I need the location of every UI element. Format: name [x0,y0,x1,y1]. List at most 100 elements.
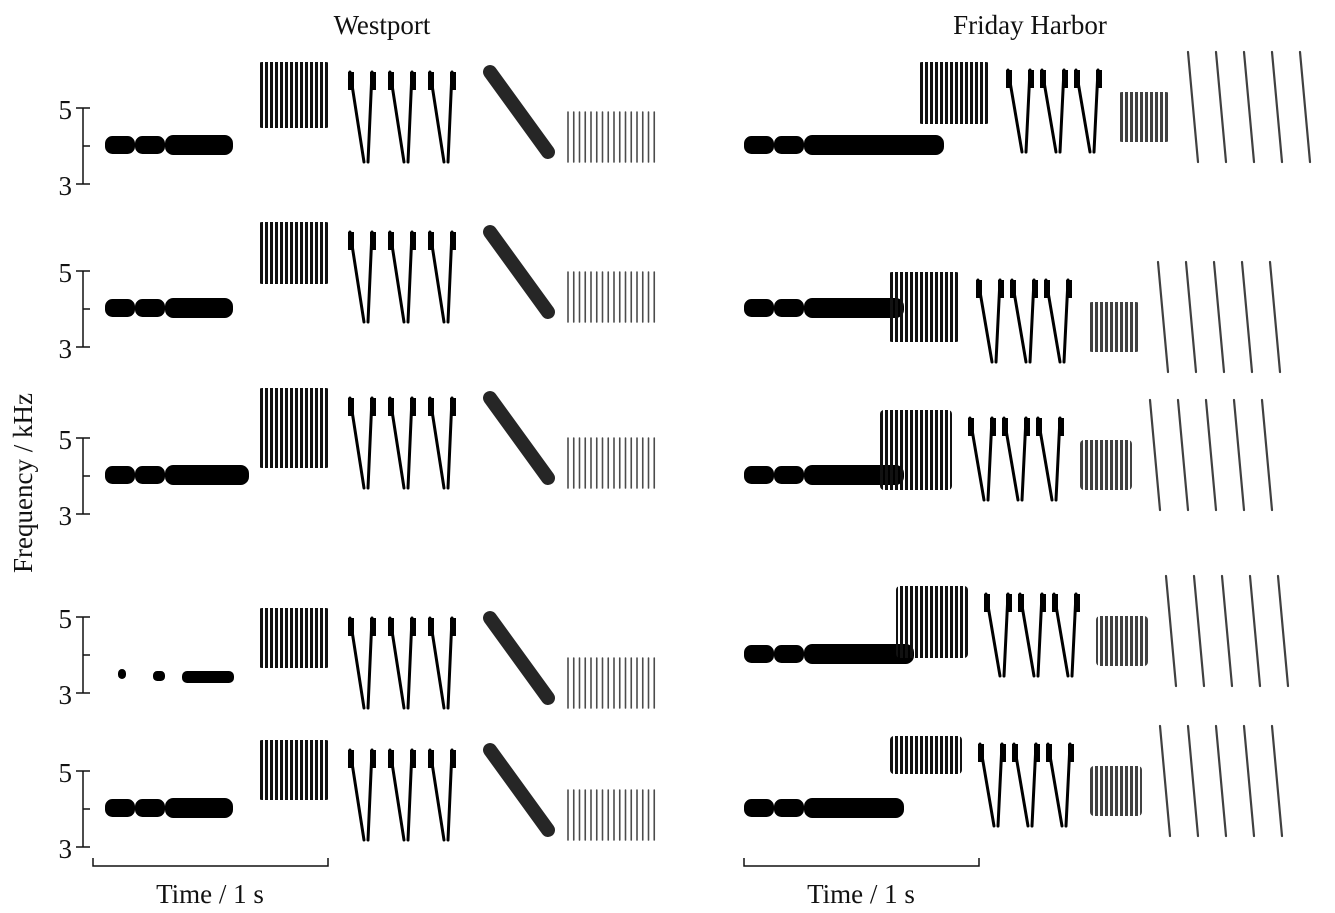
tonal-note [774,299,804,317]
westport-song-1 [105,62,656,164]
descending-buzz [483,225,555,319]
note-head [370,750,376,768]
tonal-note [165,465,249,485]
note-head [1006,594,1012,612]
tonal-note [804,644,914,664]
note-head [348,232,354,250]
tonal-note [135,799,165,817]
buzz-syllable [880,410,952,490]
tick-label-3: 3 [59,680,73,710]
tonal-note [118,669,126,679]
note-head [450,750,456,768]
note-head [410,618,416,636]
note-head [1066,280,1072,298]
buzz-syllable [1118,92,1170,142]
note-head [410,232,416,250]
friday-harbor-song-1 [744,50,1312,164]
note-head [1000,744,1006,762]
note-head [968,418,974,436]
descending-buzz [483,743,555,837]
buzz-syllable [258,608,330,668]
note-head [370,72,376,90]
axis-line [76,437,90,515]
tick-label-5: 5 [59,95,73,125]
note-head [450,72,456,90]
frequency-axis-row-3: 53 [59,425,90,531]
tonal-note [165,135,233,155]
westport-song-3 [105,388,656,490]
tonal-note [744,645,774,663]
westport-song-5 [105,740,656,842]
note-head [410,750,416,768]
buzz-syllable [890,736,962,774]
steep-down-sweep [1214,724,1228,838]
note-head [1046,744,1052,762]
tonal-note [804,798,904,818]
descending-buzz [483,65,555,159]
steep-down-sweep [1214,50,1228,164]
tonal-note [105,299,135,317]
tonal-note [804,298,904,318]
steep-down-sweep [1212,260,1226,374]
tonal-note [774,466,804,484]
note-head [348,398,354,416]
tonal-note [153,671,165,681]
note-head [976,280,982,298]
note-head [998,280,1004,298]
steep-down-sweep [1148,398,1162,512]
steep-down-sweep [1270,50,1284,164]
note-head [1032,280,1038,298]
friday-harbor-song-3 [744,398,1274,512]
buzz-syllable [258,222,330,284]
steep-down-sweep [1220,574,1234,688]
column-title-westport: Westport [334,10,431,40]
tonal-note [135,466,165,484]
note-head [1062,70,1068,88]
axis-line [76,770,90,848]
note-head [428,232,434,250]
note-head [450,618,456,636]
note-head [388,398,394,416]
friday-harbor-song-5 [744,724,1284,838]
note-head [1010,280,1016,298]
note-head [348,72,354,90]
tick-label-3: 3 [59,171,73,201]
tonal-note [744,299,774,317]
buzz-syllable [888,272,960,342]
steep-down-sweep [1260,398,1274,512]
steep-down-sweep [1186,50,1200,164]
buzz-syllable [1080,440,1132,490]
note-head [410,72,416,90]
note-head [428,72,434,90]
friday-harbor-song-2 [744,260,1282,374]
axis-line [76,616,90,694]
note-head [1044,280,1050,298]
note-head [1024,418,1030,436]
tick-label-5: 5 [59,258,73,288]
note-head [1034,744,1040,762]
westport-spectrograms [105,62,656,842]
note-head [1028,70,1034,88]
tonal-note [105,136,135,154]
frequency-axis-row-5: 53 [59,758,90,864]
tonal-note [105,799,135,817]
steep-down-sweep [1156,260,1170,374]
note-head [450,232,456,250]
steep-down-sweep [1248,574,1262,688]
note-head [1002,418,1008,436]
tonal-note [105,466,135,484]
note-head [1012,744,1018,762]
tonal-note [804,465,904,485]
tick-label-3: 3 [59,834,73,864]
note-head [978,744,984,762]
note-head [370,618,376,636]
tonal-note [135,136,165,154]
time-scale-bar-right: Time / 1 s [743,858,980,909]
note-head [370,398,376,416]
tick-label-5: 5 [59,604,73,634]
note-head [990,418,996,436]
axis-line [76,270,90,348]
steep-down-sweep [1242,50,1256,164]
buzz-syllable [1090,766,1142,816]
